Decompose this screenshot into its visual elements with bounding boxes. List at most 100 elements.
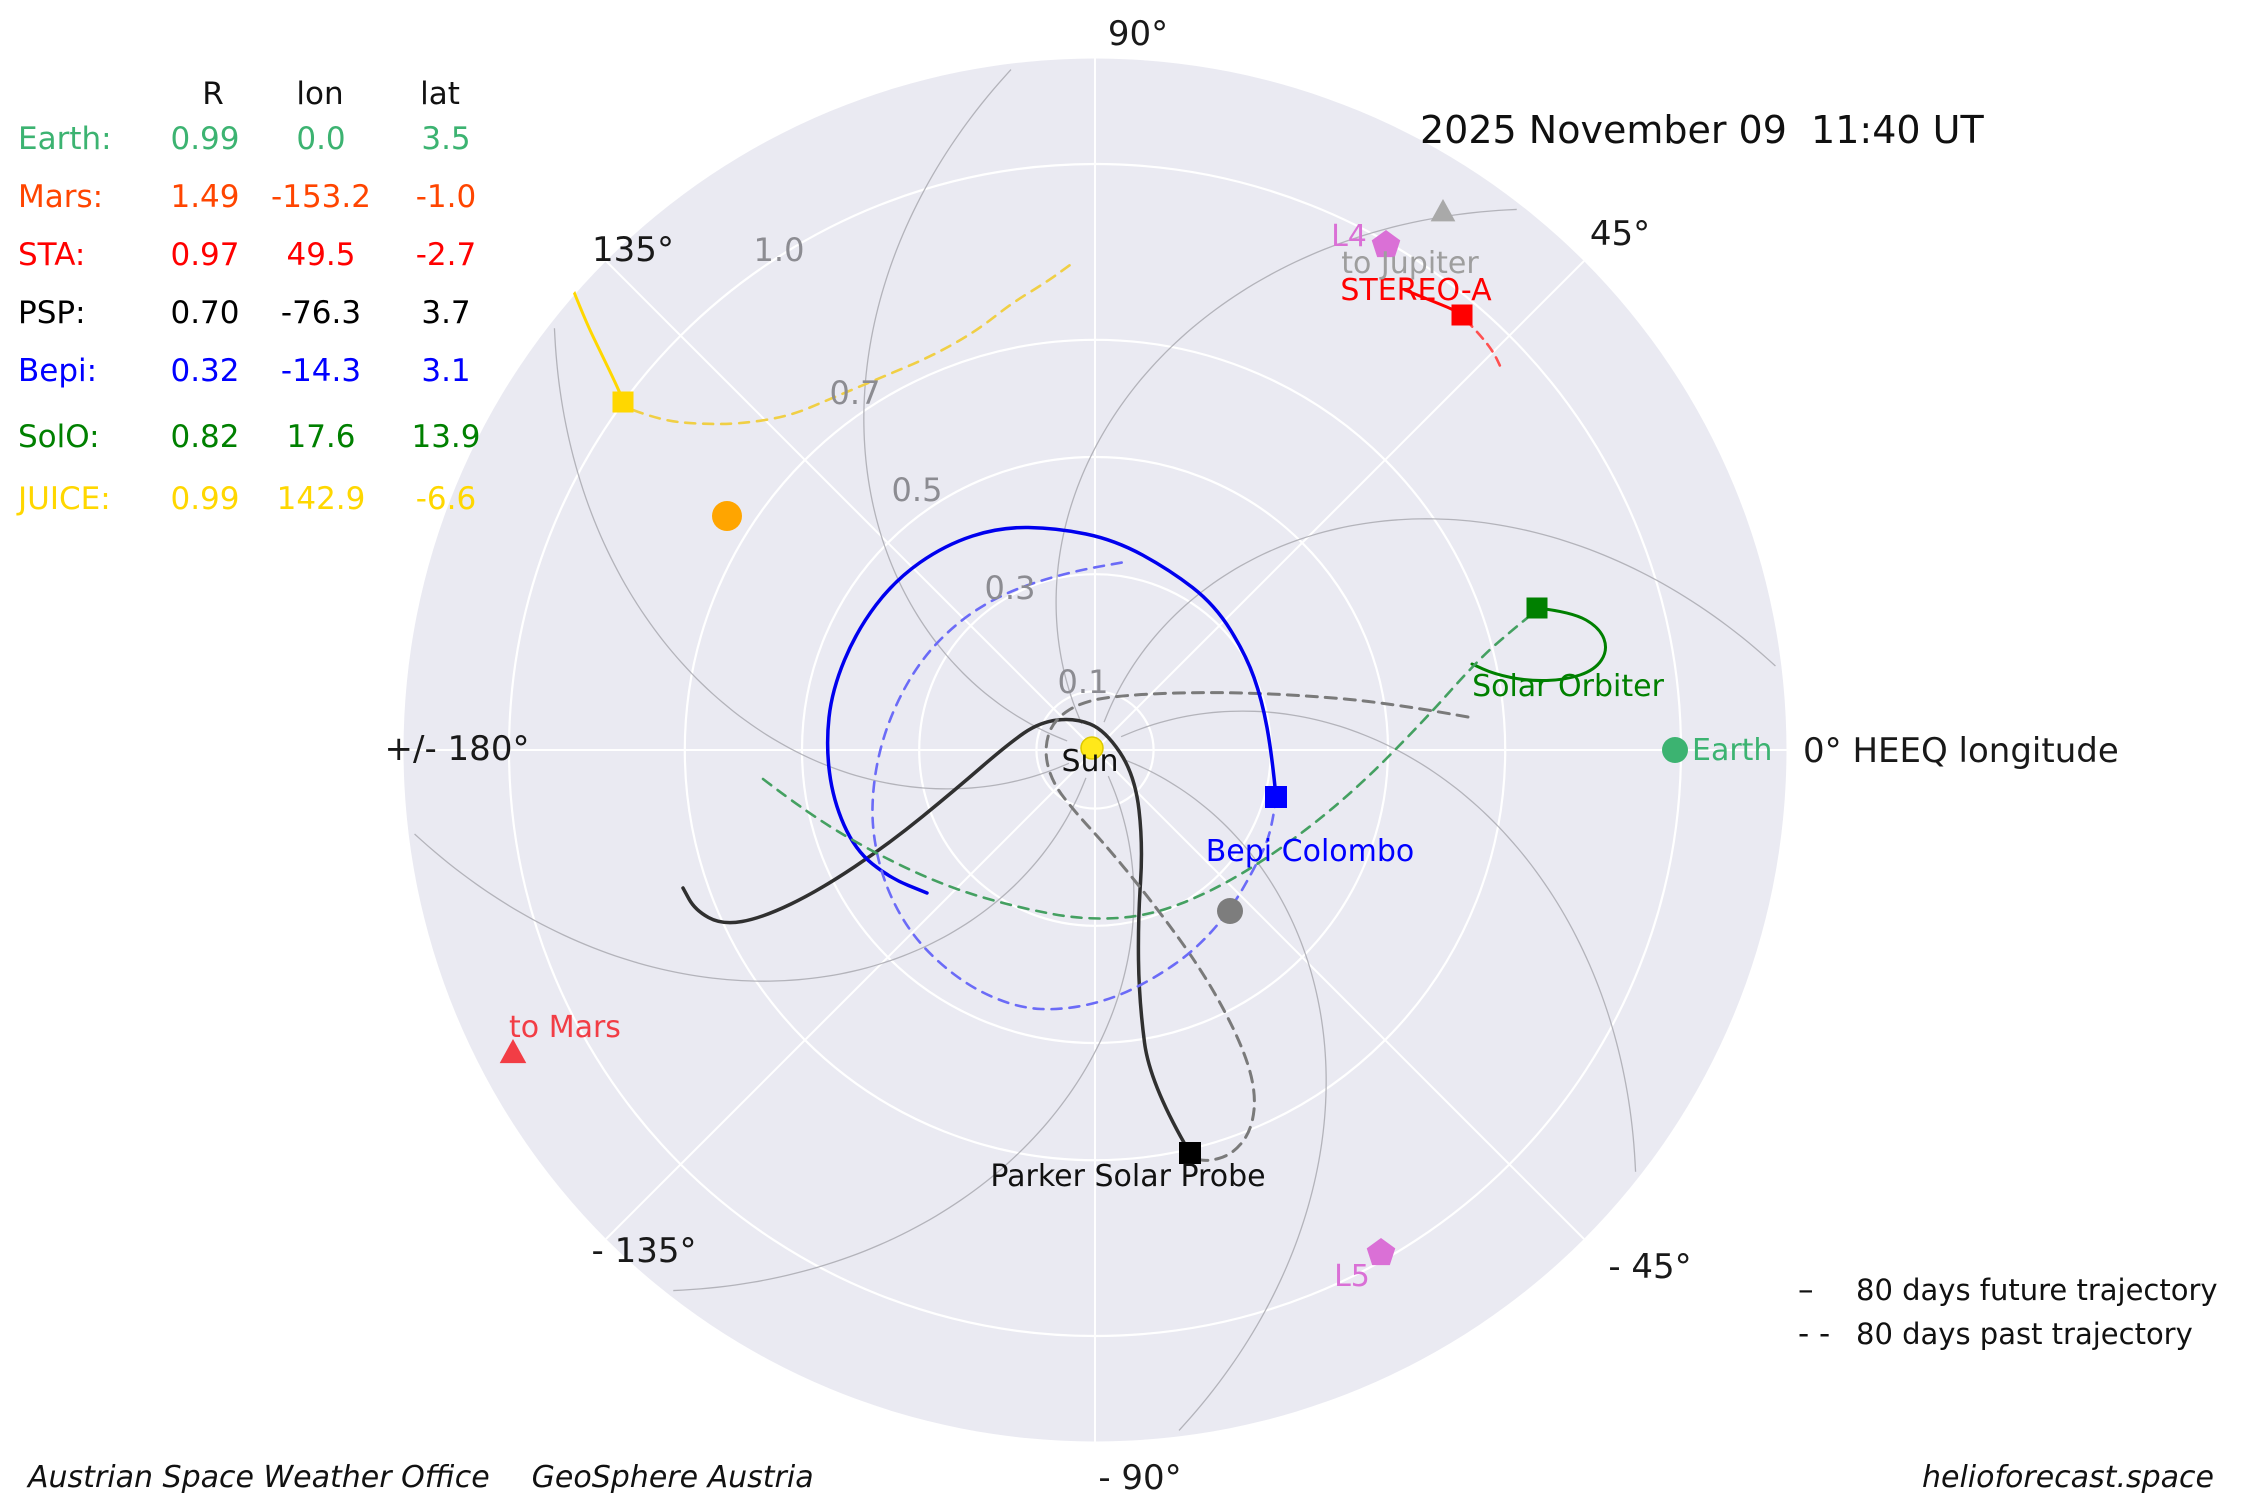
solo-future-trajectory xyxy=(1470,606,1608,683)
angle-gridline xyxy=(1094,749,1585,1240)
credit-left: Austrian Space Weather Office GeoSphere A… xyxy=(28,1460,814,1495)
table-cell-r: 0.70 xyxy=(170,295,240,331)
stereo-a-marker xyxy=(1451,304,1473,326)
table-row-name: Mars: xyxy=(18,179,104,215)
l4-label: L4 xyxy=(1331,219,1367,254)
angle-tick-label: - 45° xyxy=(1608,1247,1691,1287)
l5-marker xyxy=(1366,1238,1396,1266)
solar-orbiter-marker xyxy=(1526,597,1548,619)
table-cell-lat: -2.7 xyxy=(415,237,477,273)
angle-tick-label: - 135° xyxy=(592,1231,697,1271)
office-name: Austrian Space Weather Office xyxy=(28,1460,490,1495)
venus-marker xyxy=(712,501,742,531)
angle-tick-label: 135° xyxy=(592,230,674,270)
angle-tick-label: 45° xyxy=(1590,214,1650,254)
angle-tick-label: 0° HEEQ longitude xyxy=(1803,731,2119,771)
angle-tick-label: 90° xyxy=(1108,14,1168,54)
table-cell-r: 0.99 xyxy=(170,121,240,157)
bepi-past-trajectory xyxy=(871,560,1278,1011)
radius-gridline xyxy=(800,455,1390,1045)
to-mars-marker xyxy=(499,1039,527,1064)
parker-spiral xyxy=(414,777,1087,982)
l5-label: L5 xyxy=(1334,1259,1370,1294)
body-labels: Sun Earth STEREO-A Solar Orbiter Parker Sola… xyxy=(509,219,1772,1294)
angle-gridline xyxy=(605,749,1096,1240)
radius-tick-label: 0.5 xyxy=(892,471,943,509)
radius-tick-label: 1.0 xyxy=(754,231,805,269)
table-cell-lon: 17.6 xyxy=(286,419,356,455)
legend-row-past: - - 80 days past trajectory xyxy=(1798,1316,2218,1360)
page-title: 2025 November 09 11:40 UT xyxy=(1420,108,1984,152)
psp-label: Parker Solar Probe xyxy=(990,1159,1265,1194)
body-markers xyxy=(499,199,1688,1266)
angle-gridline xyxy=(1094,260,1585,751)
parker-spiral xyxy=(1103,518,1776,723)
table-cell-lat: 3.1 xyxy=(421,353,471,389)
table-cell-lon: -153.2 xyxy=(271,179,371,215)
radius-tick-label: 0.1 xyxy=(1058,663,1109,701)
credit-right: helioforecast.space xyxy=(1921,1460,2214,1495)
table-cell-lat: -6.6 xyxy=(415,481,477,517)
polar-grid xyxy=(403,58,1787,1442)
radius-tick-label: 0.7 xyxy=(830,374,881,412)
to-mars-label: to Mars xyxy=(509,1010,621,1045)
bepi-marker xyxy=(1265,786,1287,808)
legend-row-future: – 80 days future trajectory xyxy=(1798,1272,2218,1316)
table-cell-lon: -76.3 xyxy=(280,295,362,331)
trajectories xyxy=(568,263,1608,1162)
earth-label: Earth xyxy=(1692,733,1772,768)
to-jupiter-marker xyxy=(1430,199,1456,222)
table-cell-lon: 49.5 xyxy=(286,237,356,273)
juice-marker xyxy=(612,391,634,413)
juice-future-trajectory xyxy=(568,280,625,402)
radius-gridline xyxy=(1035,690,1155,810)
to-jupiter-label: to Jupiter xyxy=(1341,246,1479,281)
angle-tick-label: - 90° xyxy=(1098,1458,1181,1498)
radius-tick-label: 0.3 xyxy=(985,569,1036,607)
table-header-r: R xyxy=(202,76,224,112)
l4-marker xyxy=(1371,230,1401,258)
table-row-name: Earth: xyxy=(18,121,112,157)
radius-gridline xyxy=(683,338,1507,1162)
sun-label: Sun xyxy=(1061,744,1118,779)
bepi-label: Bepi Colombo xyxy=(1206,834,1415,869)
table-cell-lat: 3.5 xyxy=(421,121,471,157)
parker-spiral xyxy=(1120,710,1637,1172)
table-cell-lat: 13.9 xyxy=(411,419,481,455)
table-header-lat: lat xyxy=(420,76,460,112)
table-header-lon: lon xyxy=(296,76,344,112)
mercury-marker xyxy=(1217,898,1243,924)
angle-tick-label: +/- 180° xyxy=(385,729,530,769)
angle-gridline xyxy=(605,260,1096,751)
juice-past-trajectory xyxy=(631,263,1072,426)
table-cell-r: 1.49 xyxy=(170,179,240,215)
table-row-name: JUICE: xyxy=(18,481,111,517)
table-cell-lon: -14.3 xyxy=(280,353,362,389)
solo-past-trajectory xyxy=(761,608,1539,920)
past-line-sample: - - xyxy=(1798,1316,1831,1352)
table-row-name: Bepi: xyxy=(18,353,98,389)
parker-spiral xyxy=(1055,208,1517,725)
table-row-name: STA: xyxy=(18,237,86,273)
table-row-name: PSP: xyxy=(18,295,86,331)
earth-marker xyxy=(1662,737,1688,763)
psp-marker xyxy=(1179,1142,1201,1164)
legend-past-label: 80 days past trajectory xyxy=(1856,1317,2193,1351)
table-row-name: SolO: xyxy=(18,419,100,455)
parker-spiral xyxy=(1122,758,1327,1431)
sun-marker xyxy=(1080,736,1104,760)
psp-past-trajectory xyxy=(1044,691,1470,1162)
parker-spiral xyxy=(863,69,1068,742)
solar-orbiter-label: Solar Orbiter xyxy=(1472,669,1665,704)
table-cell-r: 0.99 xyxy=(170,481,240,517)
table-cell-lon: 0.0 xyxy=(296,121,346,157)
table-cell-r: 0.97 xyxy=(170,237,240,273)
table-cell-lat: 3.7 xyxy=(421,295,471,331)
table-cell-r: 0.82 xyxy=(170,419,240,455)
stereo-a-label: STEREO-A xyxy=(1340,273,1492,308)
sta-past-trajectory xyxy=(1464,318,1503,370)
parker-spiral xyxy=(673,775,1135,1292)
